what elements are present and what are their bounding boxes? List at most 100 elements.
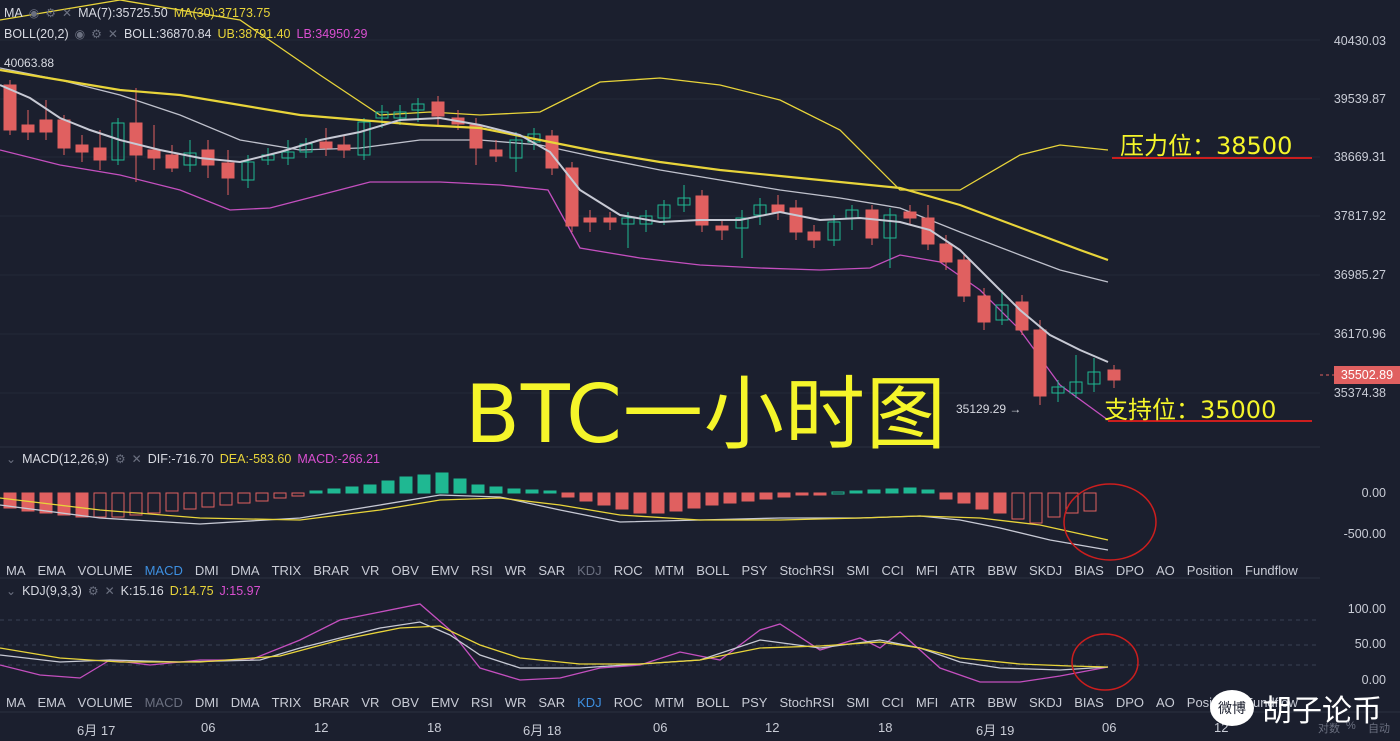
indicator-tab-roc[interactable]: ROC — [613, 694, 643, 710]
indicator-tab-smi[interactable]: SMI — [846, 562, 870, 578]
macd-histogram-bar — [957, 492, 971, 504]
indicator-tab-dma[interactable]: DMA — [230, 562, 260, 578]
close-icon[interactable]: ✕ — [107, 27, 118, 41]
indicator-tab-wr[interactable]: WR — [504, 694, 527, 710]
indicator-tab-cci[interactable]: CCI — [881, 694, 904, 710]
indicator-tab-bias[interactable]: BIAS — [1074, 694, 1104, 710]
indicator-tab-mtm[interactable]: MTM — [654, 562, 685, 578]
indicator-tab-wr[interactable]: WR — [504, 562, 527, 578]
indicator-tab-boll[interactable]: BOLL — [696, 694, 730, 710]
boll-legend-label[interactable]: BOLL(20,2) — [4, 27, 69, 41]
indicator-tab-emv[interactable]: EMV — [430, 562, 460, 578]
indicator-tab-kdj[interactable]: KDJ — [577, 562, 602, 578]
kdj-legend-label[interactable]: KDJ(9,3,3) — [22, 584, 82, 598]
eye-icon[interactable]: ◉ — [28, 6, 40, 20]
indicator-tab-trix[interactable]: TRIX — [271, 562, 302, 578]
indicator-tab-obv[interactable]: OBV — [391, 694, 419, 710]
macd-histogram-bar — [507, 488, 521, 494]
indicator-tab-bbw[interactable]: BBW — [987, 562, 1017, 578]
indicator-tab-ema[interactable]: EMA — [37, 562, 66, 578]
indicator-tab-roc[interactable]: ROC — [613, 562, 643, 578]
macd-histogram-bar — [399, 476, 413, 494]
settings-icon[interactable]: ⚙ — [91, 27, 102, 41]
indicator-tab-stochrsi[interactable]: StochRSI — [779, 694, 835, 710]
indicator-tab-macd[interactable]: MACD — [144, 562, 183, 578]
macd-histogram-bar — [759, 492, 773, 500]
indicator-tab-stochrsi[interactable]: StochRSI — [779, 562, 835, 578]
indicator-tab-ao[interactable]: AO — [1155, 562, 1175, 578]
price-axis-label: 38669.31 — [1333, 150, 1386, 164]
indicator-tab-skdj[interactable]: SKDJ — [1028, 562, 1063, 578]
macd-histogram-bar — [453, 478, 467, 494]
indicator-tab-macd[interactable]: MACD — [144, 694, 183, 710]
indicator-tabs-top: MA EMA VOLUME MACD DMI DMA TRIX BRAR VR OBV EMV RSI… — [0, 558, 1320, 582]
indicator-tab-ma[interactable]: MA — [6, 562, 26, 578]
indicator-tab-sar[interactable]: SAR — [538, 562, 566, 578]
collapse-icon[interactable]: ⌄ — [6, 452, 17, 466]
indicator-tab-psy[interactable]: PSY — [741, 562, 768, 578]
indicator-tab-skdj[interactable]: SKDJ — [1028, 694, 1063, 710]
close-icon[interactable]: ✕ — [104, 584, 115, 598]
indicator-tab-trix[interactable]: TRIX — [271, 694, 302, 710]
indicator-tab-ma[interactable]: MA — [6, 694, 26, 710]
macd-histogram-bar — [885, 488, 899, 494]
ma-legend-label[interactable]: MA — [4, 6, 23, 20]
close-icon[interactable]: ✕ — [62, 6, 73, 20]
indicator-tab-atr[interactable]: ATR — [950, 694, 976, 710]
indicator-tab-dmi[interactable]: DMI — [194, 562, 219, 578]
indicator-tab-cci[interactable]: CCI — [881, 562, 904, 578]
lb-value: LB:34950.29 — [296, 27, 368, 41]
settings-icon[interactable]: ⚙ — [45, 6, 56, 20]
candle-body — [583, 217, 597, 223]
macd-histogram-bar — [939, 492, 953, 500]
indicator-tab-volume[interactable]: VOLUME — [77, 694, 133, 710]
settings-icon[interactable]: ⚙ — [87, 584, 99, 598]
indicator-tab-mfi[interactable]: MFI — [915, 694, 939, 710]
indicator-tab-obv[interactable]: OBV — [391, 562, 419, 578]
macd-histogram-bar — [543, 490, 557, 494]
macd-histogram-bar — [831, 491, 845, 495]
indicator-tab-brar[interactable]: BRAR — [313, 694, 350, 710]
collapse-icon[interactable]: ⌄ — [6, 584, 17, 598]
close-icon[interactable]: ✕ — [131, 452, 142, 466]
indicator-tab-emv[interactable]: EMV — [430, 694, 460, 710]
indicator-tab-boll[interactable]: BOLL — [696, 562, 730, 578]
indicator-tab-bias[interactable]: BIAS — [1074, 562, 1104, 578]
candle-body — [789, 207, 803, 233]
macd-legend-label[interactable]: MACD(12,26,9) — [22, 452, 109, 466]
indicator-tab-rsi[interactable]: RSI — [471, 562, 493, 578]
macd-histogram-bar — [57, 492, 71, 516]
indicator-tab-rsi[interactable]: RSI — [471, 694, 493, 710]
indicator-tab-vr[interactable]: VR — [361, 562, 380, 578]
indicator-tab-dma[interactable]: DMA — [230, 694, 260, 710]
indicator-tab-ema[interactable]: EMA — [37, 694, 66, 710]
percent-toggle[interactable]: % — [1346, 720, 1356, 732]
indicator-tab-ao[interactable]: AO — [1155, 694, 1175, 710]
indicator-tab-dpo[interactable]: DPO — [1115, 694, 1144, 710]
indicator-tab-vr[interactable]: VR — [361, 694, 380, 710]
macd-axis-label: 0.00 — [1361, 486, 1386, 500]
auto-scale-toggle[interactable]: 自动 — [1368, 723, 1390, 735]
indicator-tab-mtm[interactable]: MTM — [654, 694, 685, 710]
indicator-tab-volume[interactable]: VOLUME — [77, 562, 133, 578]
indicator-tab-fundflow[interactable]: Fundflow — [1245, 694, 1298, 710]
indicator-tab-mfi[interactable]: MFI — [915, 562, 939, 578]
indicator-tab-atr[interactable]: ATR — [950, 562, 976, 578]
macd-histogram-bar — [795, 492, 809, 496]
indicator-tab-dmi[interactable]: DMI — [194, 694, 219, 710]
indicator-tab-fundflow[interactable]: Fundflow — [1245, 562, 1298, 578]
settings-icon[interactable]: ⚙ — [114, 452, 126, 466]
indicator-tab-brar[interactable]: BRAR — [313, 562, 350, 578]
eye-icon[interactable]: ◉ — [74, 27, 86, 41]
candle-body — [865, 209, 879, 239]
indicator-tab-position[interactable]: Position — [1186, 562, 1234, 578]
indicator-tab-dpo[interactable]: DPO — [1115, 562, 1144, 578]
indicator-tab-kdj[interactable]: KDJ — [577, 694, 602, 710]
indicator-tab-psy[interactable]: PSY — [741, 694, 768, 710]
log-scale-toggle[interactable]: 对数 — [1318, 723, 1340, 735]
indicator-tab-smi[interactable]: SMI — [846, 694, 870, 710]
indicator-tab-sar[interactable]: SAR — [538, 694, 566, 710]
candle-body — [1033, 329, 1047, 397]
indicator-tab-bbw[interactable]: BBW — [987, 694, 1017, 710]
